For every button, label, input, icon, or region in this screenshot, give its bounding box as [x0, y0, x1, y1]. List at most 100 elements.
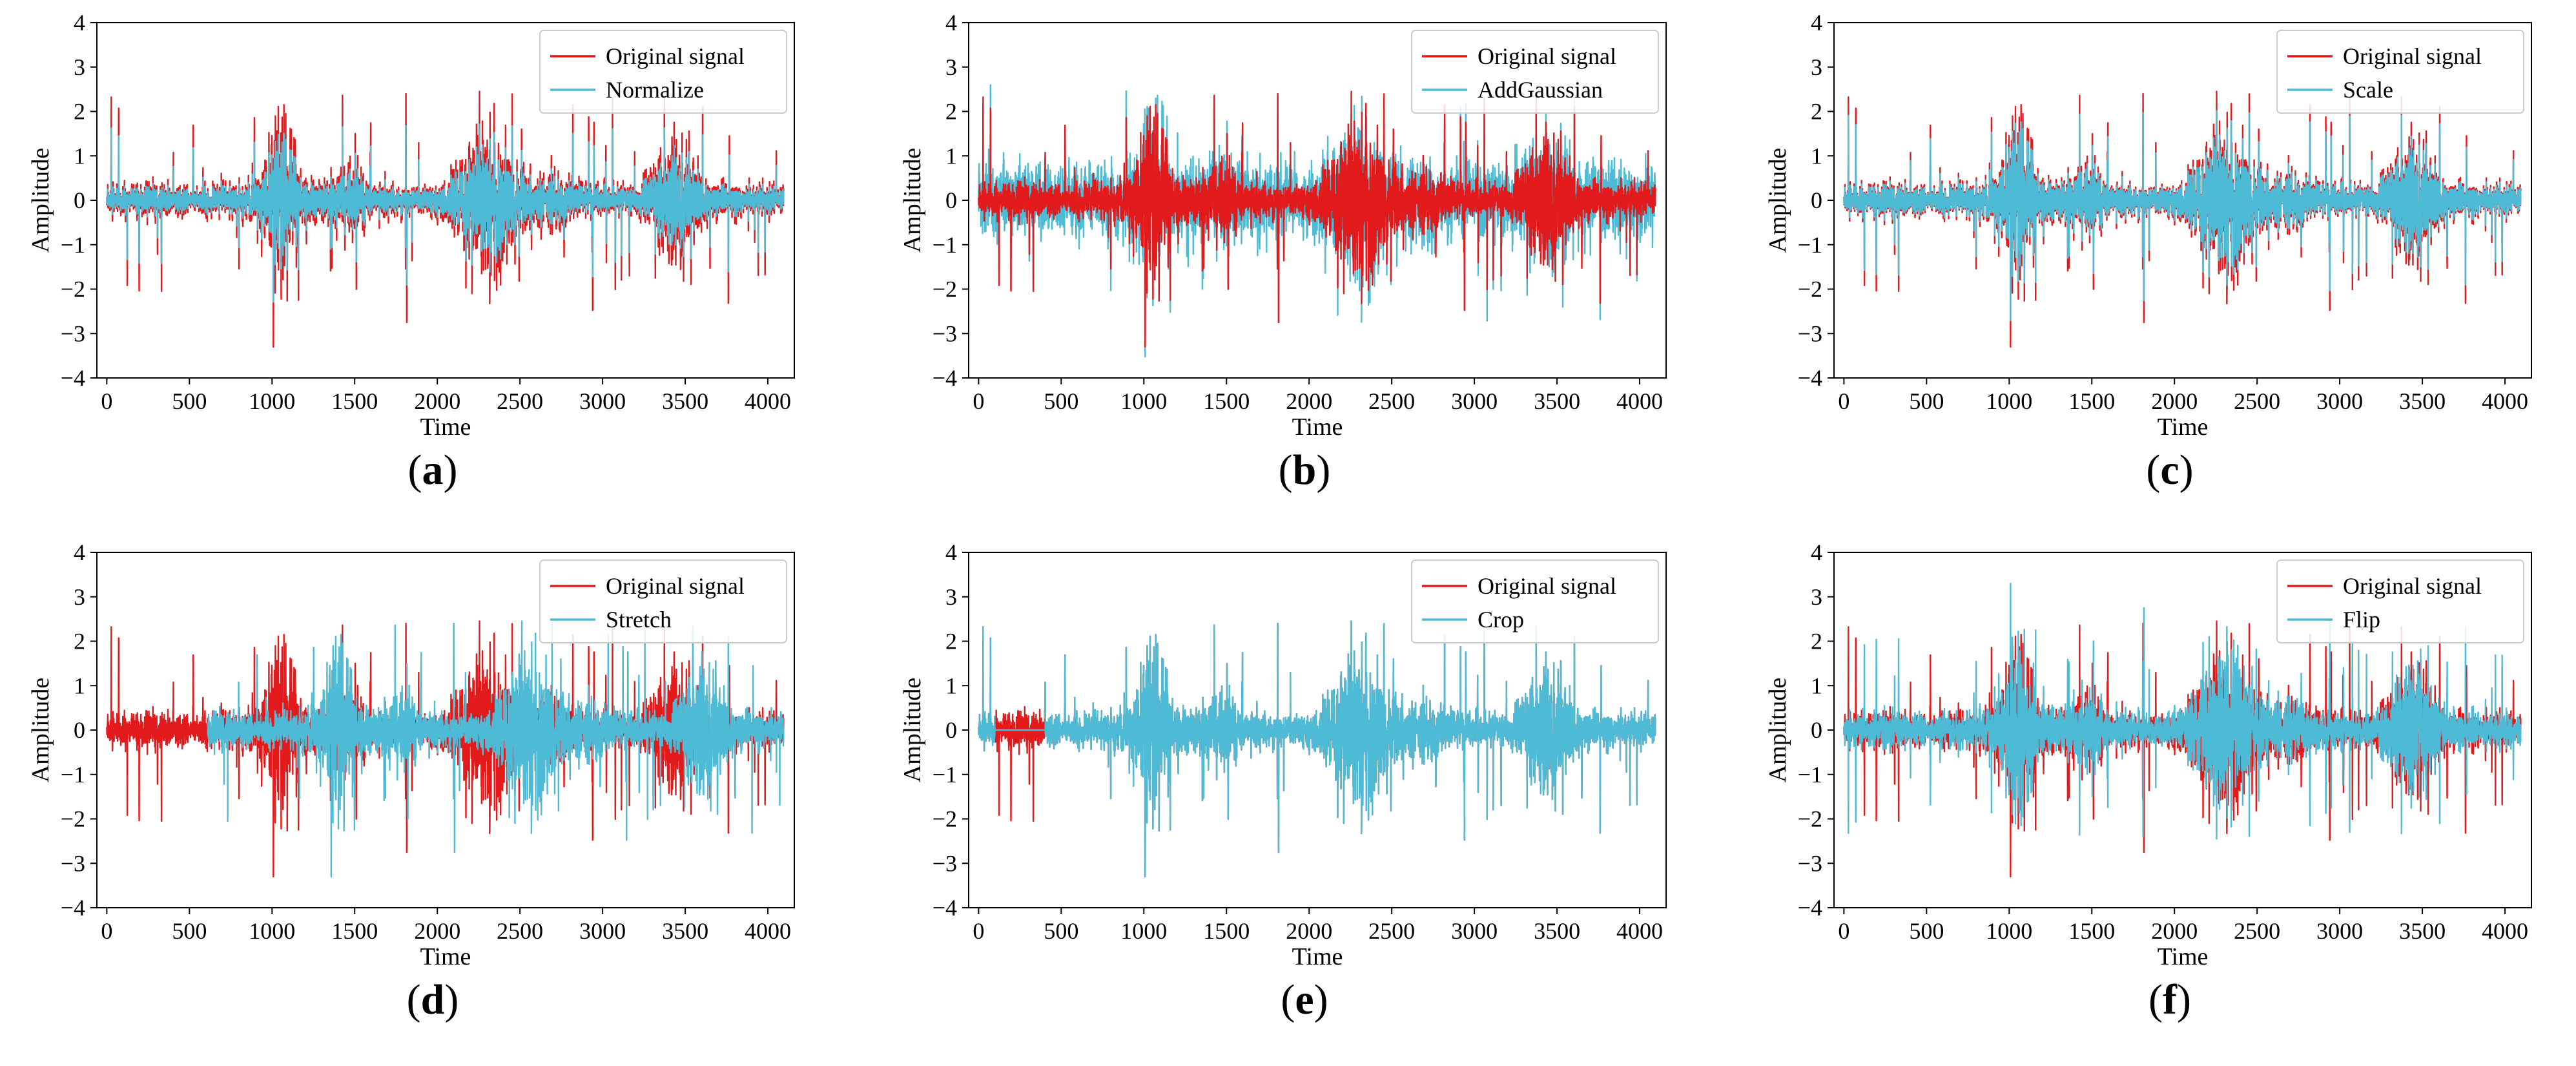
panel-label: (b) [1278, 446, 1331, 494]
y-tick-label: −2 [933, 277, 957, 302]
x-tick-label: 2000 [1286, 388, 1332, 414]
y-tick-label: −2 [1798, 277, 1822, 302]
panel-letter: a [422, 446, 444, 494]
x-tick-label: 3500 [2399, 388, 2446, 414]
series-line-normalize [106, 123, 785, 303]
y-tick-label: −4 [933, 895, 957, 921]
chart-panel-f: 0 500 1000 1500 2000 2500 3000 3500 4000 −4 −3 −2 −1… [1737, 530, 2576, 1061]
y-tick-label: −3 [933, 320, 957, 346]
x-axis-label: Time [2158, 943, 2209, 970]
y-tick-label: −4 [1798, 365, 1822, 391]
x-tick-label: 3000 [1451, 918, 1498, 944]
y-tick-label: 3 [74, 54, 85, 80]
x-tick-label: 1000 [249, 388, 295, 414]
y-axis-label: Amplitude [899, 148, 926, 253]
y-tick-label: 0 [945, 187, 957, 213]
legend-entry-label: Original signal [606, 573, 745, 599]
series-line-crop-part-0 [978, 626, 996, 752]
x-tick-label: 1500 [2068, 388, 2115, 414]
y-tick-label: −4 [933, 365, 957, 391]
legend-entry-label: AddGaussian [1478, 77, 1603, 103]
chart-panel-a: 0 500 1000 1500 2000 2500 3000 3500 4000 −4 −3 −2 −1… [0, 0, 865, 531]
y-tick-label: −1 [933, 232, 957, 258]
y-tick-label: −1 [61, 762, 85, 788]
chart-svg-d: 0 500 1000 1500 2000 2500 3000 3500 4000 −4 −3 −2 −1… [27, 539, 795, 970]
x-tick-label: 1000 [1120, 918, 1167, 944]
x-tick-label: 2000 [414, 388, 460, 414]
x-axis-label: Time [1292, 413, 1343, 441]
y-tick-label: 4 [1811, 10, 1822, 36]
y-tick-label: 4 [74, 10, 85, 36]
legend-entry-label: Original signal [606, 43, 745, 69]
x-tick-label: 500 [1044, 918, 1078, 944]
chart-svg-c: 0 500 1000 1500 2000 2500 3000 3500 4000 −4 −3 −2 −1… [1764, 10, 2532, 441]
x-tick-label: 500 [1909, 918, 1944, 944]
series-group [106, 90, 785, 348]
legend-box [2276, 30, 2524, 114]
x-tick-label: 3000 [2316, 918, 2363, 944]
y-tick-label: 1 [1811, 673, 1822, 698]
x-tick-label: 1000 [249, 918, 295, 944]
chart-panel-b: 0 500 1000 1500 2000 2500 3000 3500 4000 −4 −3 −2 −1… [872, 0, 1737, 531]
x-tick-label: 1500 [331, 918, 378, 944]
y-tick-label: 2 [945, 629, 957, 654]
x-axis-label: Time [2158, 413, 2209, 441]
x-axis-label: Time [1292, 943, 1343, 970]
x-tick-label: 3500 [1534, 918, 1580, 944]
panel-label: (a) [407, 446, 458, 494]
y-tick-label: −2 [61, 806, 85, 832]
panel-label: (f) [2148, 976, 2191, 1023]
x-tick-label: 0 [1838, 388, 1850, 414]
legend: Original signal Flip [2276, 559, 2524, 643]
y-tick-label: 3 [1811, 54, 1822, 80]
y-tick-label: 1 [945, 143, 957, 169]
x-tick-label: 3000 [1451, 388, 1498, 414]
y-tick-label: −1 [1798, 232, 1822, 258]
x-tick-label: 4000 [745, 918, 791, 944]
y-tick-label: −3 [61, 320, 85, 346]
x-tick-label: 1500 [2068, 918, 2115, 944]
y-tick-label: −2 [1798, 806, 1822, 832]
legend-entry-label: Scale [2343, 77, 2393, 103]
y-tick-label: 3 [945, 54, 957, 80]
chart-panel-e: 0 500 1000 1500 2000 2500 3000 3500 4000 −4 −3 −2 −1… [872, 530, 1737, 1061]
x-tick-label: 500 [172, 918, 207, 944]
x-tick-label: 500 [1044, 388, 1078, 414]
chart-panel-d: 0 500 1000 1500 2000 2500 3000 3500 4000 −4 −3 −2 −1… [0, 530, 865, 1061]
legend-entry-label: Original signal [2343, 43, 2482, 69]
legend: Original signal Stretch [539, 559, 787, 643]
y-tick-label: 1 [74, 143, 85, 169]
x-tick-label: 500 [172, 388, 207, 414]
x-tick-label: 2500 [497, 388, 543, 414]
y-tick-label: 4 [945, 539, 957, 565]
x-tick-label: 2500 [1368, 388, 1415, 414]
y-tick-label: 4 [74, 539, 85, 565]
y-tick-label: 0 [1811, 717, 1822, 743]
y-tick-label: −3 [1798, 320, 1822, 346]
x-tick-label: 2000 [2151, 388, 2198, 414]
y-tick-label: 2 [1811, 629, 1822, 654]
legend-box [539, 559, 787, 643]
y-tick-label: 3 [945, 584, 957, 610]
x-axis-label: Time [420, 413, 471, 441]
legend-box [1411, 559, 1659, 643]
panel-letter: c [2160, 446, 2179, 494]
x-tick-label: 0 [101, 918, 112, 944]
panel-letter: d [420, 976, 445, 1023]
chart-panel-c: 0 500 1000 1500 2000 2500 3000 3500 4000 −4 −3 −2 −1… [1737, 0, 2576, 531]
panel-letter: e [1295, 976, 1314, 1023]
legend: Original signal Normalize [539, 30, 787, 114]
series-line-original-signal [978, 90, 1656, 348]
x-tick-label: 4000 [2482, 918, 2528, 944]
legend-entry-label: Stretch [606, 607, 672, 632]
legend-box [2276, 559, 2524, 643]
legend-entry-label: Crop [1478, 607, 1524, 632]
x-tick-label: 0 [973, 388, 984, 414]
y-tick-label: 2 [1811, 99, 1822, 125]
series-group [1843, 582, 2522, 878]
x-tick-label: 1500 [1203, 388, 1250, 414]
panel-letter: f [2163, 976, 2177, 1023]
x-tick-label: 2000 [1286, 918, 1332, 944]
series-group [106, 620, 785, 878]
